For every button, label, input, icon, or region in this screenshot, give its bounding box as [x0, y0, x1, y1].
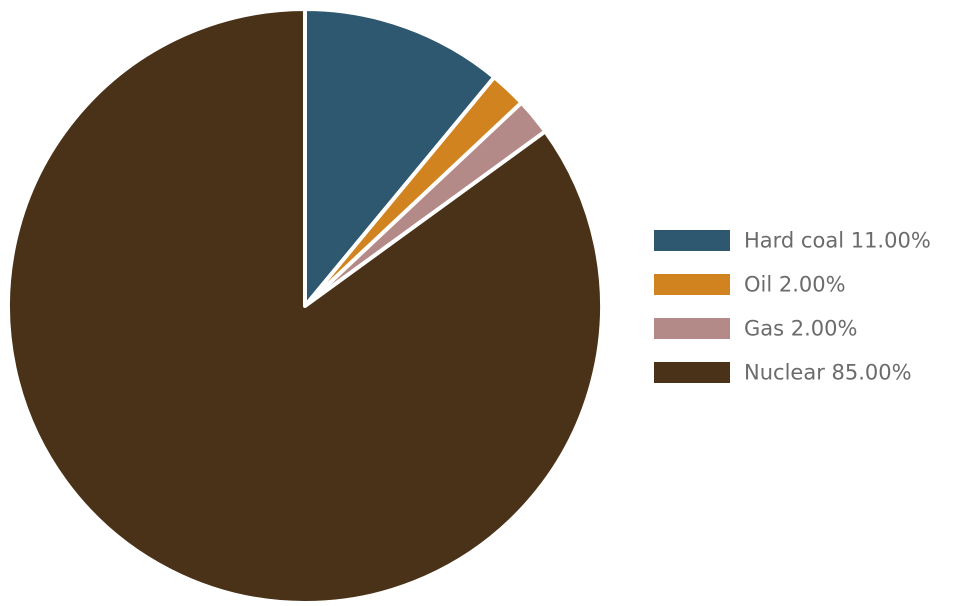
legend-label-gas: Gas 2.00% [744, 317, 857, 341]
pie-slice-hard-coal [303, 7, 497, 308]
legend-swatch-oil [654, 274, 730, 295]
pie-slices [6, 7, 604, 605]
legend-swatch-nuclear [654, 362, 730, 383]
legend-swatch-gas [654, 318, 730, 339]
pie-slice-nuclear [6, 7, 604, 605]
legend-item-nuclear: Nuclear 85.00% [654, 361, 912, 385]
legend-swatch-hard-coal [654, 230, 730, 251]
legend-item-gas: Gas 2.00% [654, 317, 857, 341]
legend-label-nuclear: Nuclear 85.00% [744, 361, 912, 385]
legend-label-hard-coal: Hard coal 11.00% [744, 229, 931, 253]
legend-item-hard-coal: Hard coal 11.00% [654, 229, 931, 253]
legend: Hard coal 11.00% Oil 2.00% Gas 2.00% Nuclea… [654, 229, 931, 385]
legend-item-oil: Oil 2.00% [654, 273, 846, 297]
legend-label-oil: Oil 2.00% [744, 273, 846, 297]
